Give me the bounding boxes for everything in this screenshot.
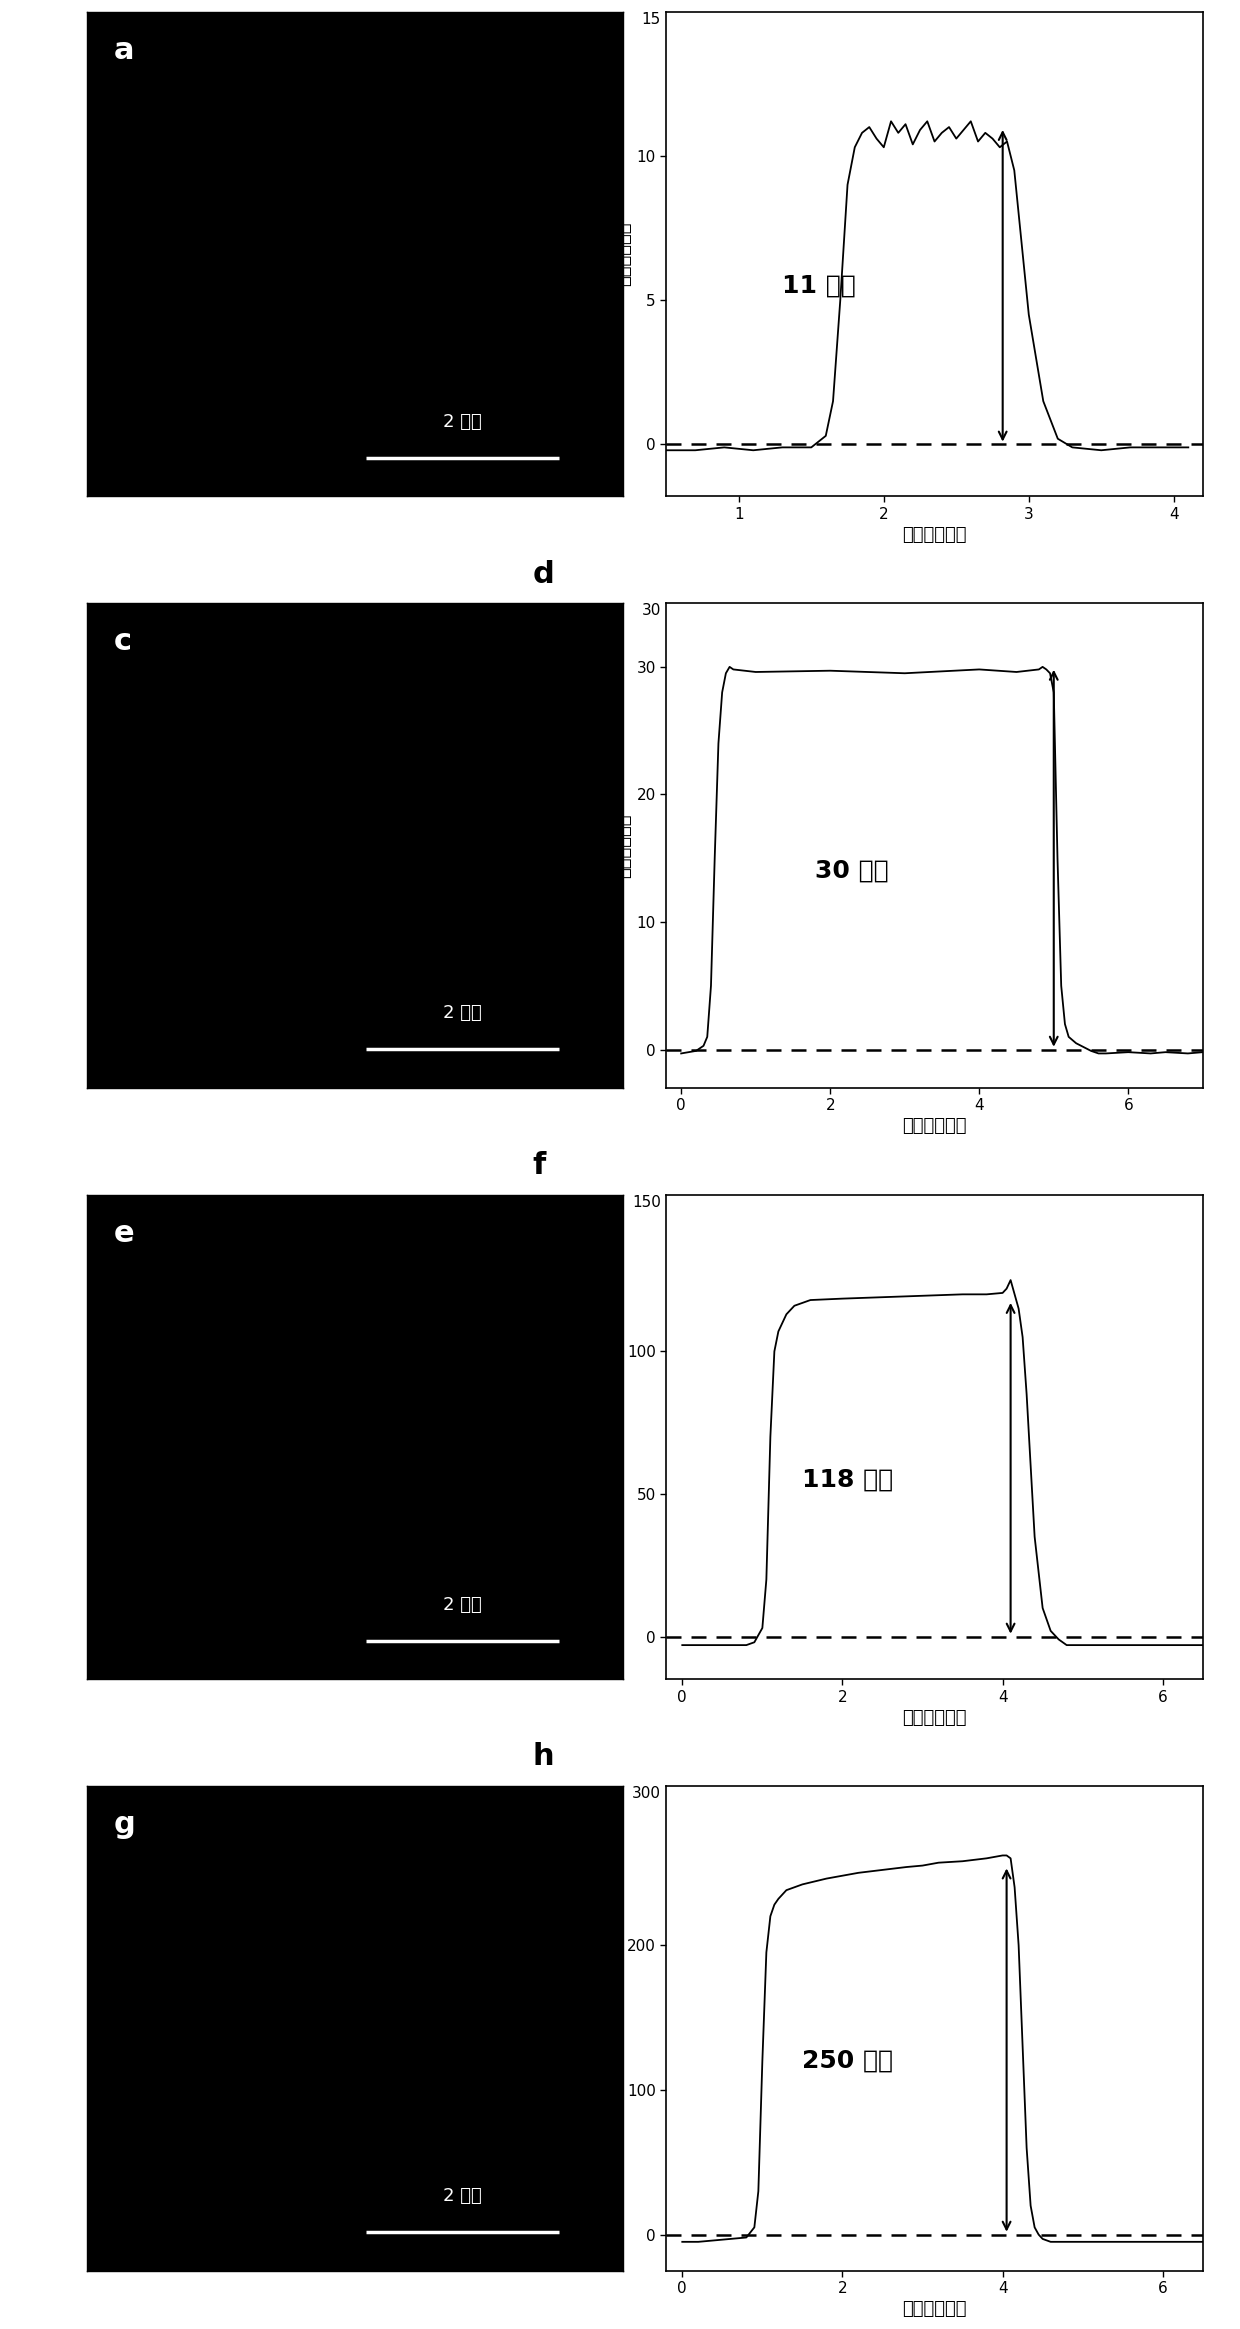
Text: 300: 300: [632, 1786, 661, 1800]
Text: 11 纳米: 11 纳米: [782, 275, 856, 298]
Text: 15: 15: [641, 12, 661, 26]
Text: f: f: [532, 1151, 546, 1181]
Text: a: a: [114, 35, 134, 65]
Text: 30 纳米: 30 纳米: [816, 859, 889, 883]
Text: 250 纳米: 250 纳米: [802, 2050, 893, 2073]
Text: 150: 150: [632, 1195, 661, 1209]
X-axis label: 位置（微米）: 位置（微米）: [903, 2301, 967, 2317]
Text: 30: 30: [641, 603, 661, 617]
Y-axis label: 高度（纳米）: 高度（纳米）: [605, 1996, 622, 2061]
Text: c: c: [114, 627, 131, 657]
Text: g: g: [114, 1810, 135, 1840]
X-axis label: 位置（微米）: 位置（微米）: [903, 1118, 967, 1137]
Y-axis label: 高度（纳米）: 高度（纳米）: [614, 813, 632, 878]
Text: 118 纳米: 118 纳米: [802, 1467, 894, 1491]
Text: 2 微米: 2 微米: [443, 1595, 482, 1614]
X-axis label: 位置（微米）: 位置（微米）: [903, 526, 967, 545]
Y-axis label: 高度（纳米）: 高度（纳米）: [605, 1404, 622, 1470]
Text: d: d: [532, 559, 554, 589]
X-axis label: 位置（微米）: 位置（微米）: [903, 1709, 967, 1726]
Text: h: h: [532, 1742, 554, 1772]
Text: 2 微米: 2 微米: [443, 412, 482, 431]
Y-axis label: 高度（纳米）: 高度（纳米）: [615, 221, 632, 286]
Text: 2 微米: 2 微米: [443, 1004, 482, 1022]
Text: e: e: [114, 1218, 134, 1248]
Text: 2 微米: 2 微米: [443, 2187, 482, 2206]
